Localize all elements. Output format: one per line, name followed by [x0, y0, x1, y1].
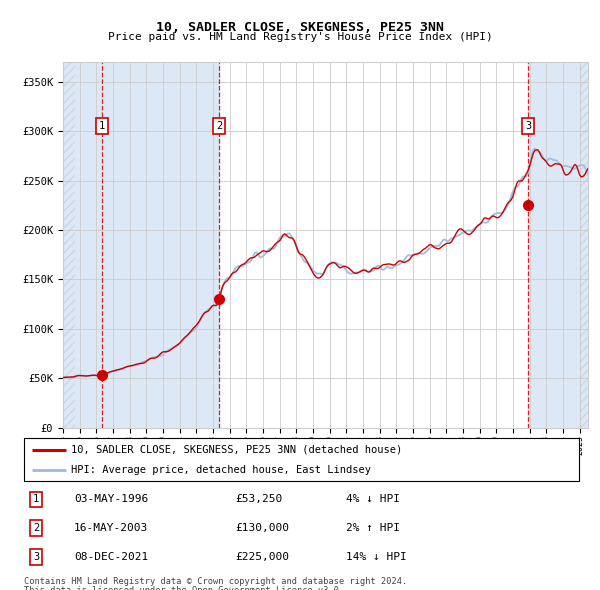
- Text: £53,250: £53,250: [235, 494, 282, 504]
- Text: 3: 3: [33, 552, 40, 562]
- Bar: [63, 62, 219, 428]
- FancyBboxPatch shape: [24, 438, 579, 481]
- Text: 2: 2: [33, 523, 40, 533]
- Text: 2% ↑ HPI: 2% ↑ HPI: [346, 523, 400, 533]
- Text: 1: 1: [33, 494, 40, 504]
- Bar: [580, 62, 588, 428]
- Text: Price paid vs. HM Land Registry's House Price Index (HPI): Price paid vs. HM Land Registry's House …: [107, 32, 493, 42]
- Text: 1: 1: [99, 121, 105, 131]
- Text: 3: 3: [525, 121, 532, 131]
- Text: HPI: Average price, detached house, East Lindsey: HPI: Average price, detached house, East…: [71, 465, 371, 475]
- Text: 2: 2: [216, 121, 222, 131]
- Text: 4% ↓ HPI: 4% ↓ HPI: [346, 494, 400, 504]
- Text: £225,000: £225,000: [235, 552, 289, 562]
- Bar: [529, 62, 588, 428]
- Text: 03-MAY-1996: 03-MAY-1996: [74, 494, 148, 504]
- Text: This data is licensed under the Open Government Licence v3.0.: This data is licensed under the Open Gov…: [24, 586, 344, 590]
- Text: Contains HM Land Registry data © Crown copyright and database right 2024.: Contains HM Land Registry data © Crown c…: [24, 577, 407, 586]
- Text: 14% ↓ HPI: 14% ↓ HPI: [346, 552, 407, 562]
- Bar: [63, 62, 74, 428]
- Text: £130,000: £130,000: [235, 523, 289, 533]
- Text: 10, SADLER CLOSE, SKEGNESS, PE25 3NN: 10, SADLER CLOSE, SKEGNESS, PE25 3NN: [156, 21, 444, 34]
- Text: 08-DEC-2021: 08-DEC-2021: [74, 552, 148, 562]
- Text: 10, SADLER CLOSE, SKEGNESS, PE25 3NN (detached house): 10, SADLER CLOSE, SKEGNESS, PE25 3NN (de…: [71, 445, 403, 455]
- Text: 16-MAY-2003: 16-MAY-2003: [74, 523, 148, 533]
